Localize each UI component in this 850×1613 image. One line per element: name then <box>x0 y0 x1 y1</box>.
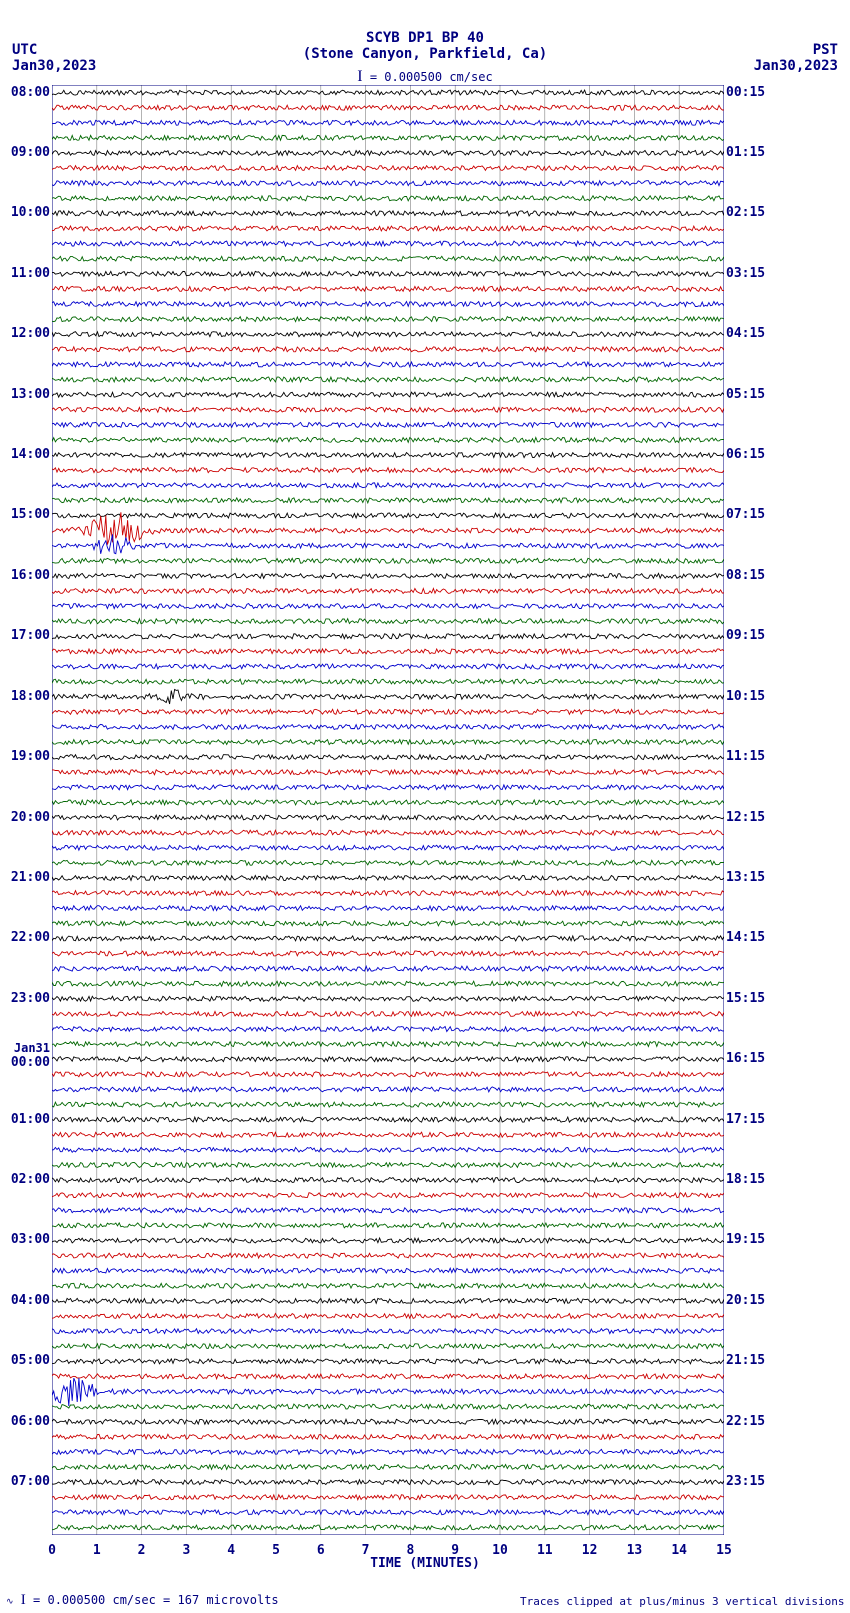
pst-hour-label: 20:15 <box>726 1293 765 1308</box>
utc-hour-label: 05:00 <box>2 1353 50 1368</box>
station-title: SCYB DP1 BP 40 <box>0 30 850 46</box>
utc-hour-label: 06:00 <box>2 1414 50 1429</box>
utc-hour-label: 20:00 <box>2 810 50 825</box>
utc-hour-label: 19:00 <box>2 749 50 764</box>
pst-hour-label: 21:15 <box>726 1353 765 1368</box>
utc-hour-label: 10:00 <box>2 205 50 220</box>
pst-hour-label: 13:15 <box>726 870 765 885</box>
utc-hour-label: 11:00 <box>2 266 50 281</box>
pst-hour-label: 01:15 <box>726 145 765 160</box>
pst-hour-label: 18:15 <box>726 1172 765 1187</box>
footer-scale: ∿ I = 0.000500 cm/sec = 167 microvolts <box>6 1592 279 1609</box>
pst-hour-label: 03:15 <box>726 266 765 281</box>
pst-hour-label: 07:15 <box>726 507 765 522</box>
pst-hour-label: 11:15 <box>726 749 765 764</box>
pst-hour-label: 17:15 <box>726 1112 765 1127</box>
pst-hour-label: 09:15 <box>726 628 765 643</box>
utc-hour-label: 01:00 <box>2 1112 50 1127</box>
pst-hour-label: 15:15 <box>726 991 765 1006</box>
pst-hour-label: 22:15 <box>726 1414 765 1429</box>
pst-hour-label: 23:15 <box>726 1474 765 1489</box>
seismogram-plot <box>52 85 724 1535</box>
midnight-hour-label: 00:00 <box>2 1055 50 1070</box>
pst-hour-label: 16:15 <box>726 1051 765 1066</box>
utc-hour-label: 17:00 <box>2 628 50 643</box>
utc-hour-label: 07:00 <box>2 1474 50 1489</box>
utc-hour-label: 14:00 <box>2 447 50 462</box>
tz-left-label: UTC <box>12 42 37 58</box>
utc-hour-label: 08:00 <box>2 85 50 100</box>
pst-hour-label: 12:15 <box>726 810 765 825</box>
utc-hour-label: 16:00 <box>2 568 50 583</box>
pst-hour-label: 10:15 <box>726 689 765 704</box>
x-axis-label: TIME (MINUTES) <box>0 1556 850 1571</box>
pst-hour-label: 14:15 <box>726 930 765 945</box>
utc-hour-label: 02:00 <box>2 1172 50 1187</box>
date-right-label: Jan30,2023 <box>754 58 838 74</box>
tz-right-label: PST <box>813 42 838 58</box>
pst-hour-label: 08:15 <box>726 568 765 583</box>
pst-hour-label: 02:15 <box>726 205 765 220</box>
pst-hour-label: 05:15 <box>726 387 765 402</box>
scale-indicator: I = 0.000500 cm/sec <box>0 68 850 86</box>
utc-hour-label: 03:00 <box>2 1232 50 1247</box>
pst-hour-label: 00:15 <box>726 85 765 100</box>
utc-hour-label: 09:00 <box>2 145 50 160</box>
utc-hour-label: 23:00 <box>2 991 50 1006</box>
utc-hour-label: 13:00 <box>2 387 50 402</box>
pst-hour-label: 06:15 <box>726 447 765 462</box>
utc-hour-label: 15:00 <box>2 507 50 522</box>
utc-hour-label: 22:00 <box>2 930 50 945</box>
station-subtitle: (Stone Canyon, Parkfield, Ca) <box>0 46 850 62</box>
utc-hour-label: 04:00 <box>2 1293 50 1308</box>
utc-hour-label: 18:00 <box>2 689 50 704</box>
footer-clip: Traces clipped at plus/minus 3 vertical … <box>520 1595 845 1608</box>
utc-hour-label: 21:00 <box>2 870 50 885</box>
pst-hour-label: 19:15 <box>726 1232 765 1247</box>
utc-hour-label: 12:00 <box>2 326 50 341</box>
date-left-label: Jan30,2023 <box>12 58 96 74</box>
midnight-date-label: Jan31 <box>2 1041 50 1055</box>
pst-hour-label: 04:15 <box>726 326 765 341</box>
